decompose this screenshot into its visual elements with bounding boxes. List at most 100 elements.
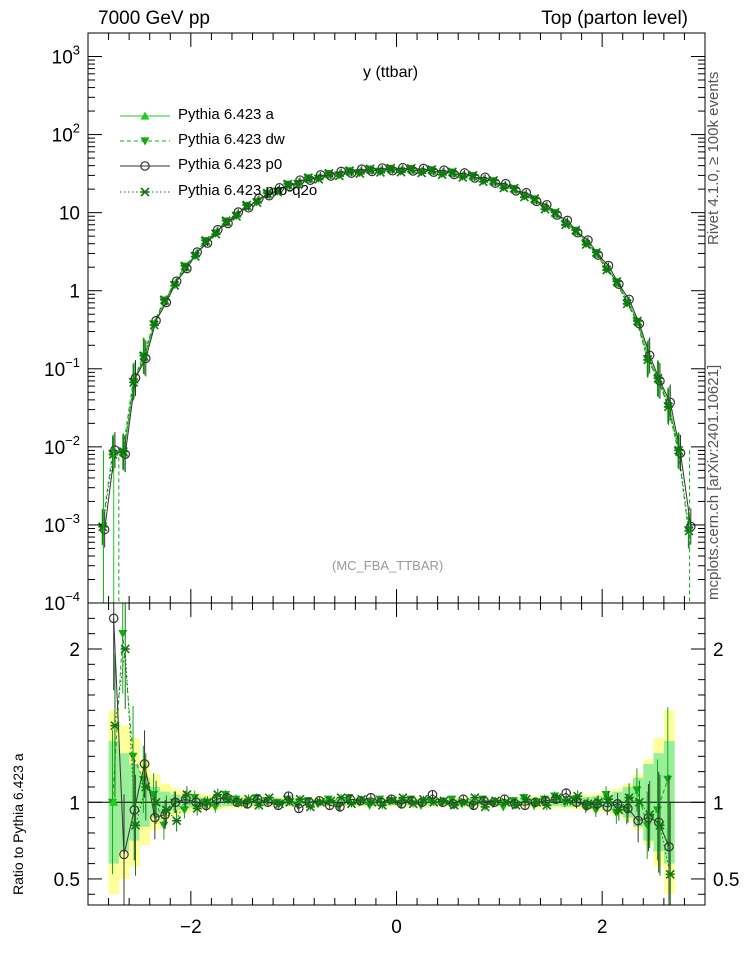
ratio-point — [489, 797, 499, 808]
ratio-point — [398, 793, 408, 803]
y-tick-label: 1 — [69, 282, 80, 303]
ratio-line-1 — [113, 618, 670, 855]
ratio-point — [573, 791, 583, 801]
ratio-point — [170, 797, 181, 808]
ratio-point — [314, 795, 325, 806]
data-point — [118, 446, 128, 457]
ratio-line-2 — [114, 648, 671, 875]
ratio-point — [408, 799, 418, 809]
ratio-point — [316, 797, 326, 807]
ratio-point — [470, 793, 480, 803]
ratio-point — [663, 775, 673, 784]
ratio-point — [593, 797, 603, 807]
data-point — [489, 175, 499, 186]
data-point — [674, 445, 684, 455]
series-line-0 — [113, 169, 680, 454]
data-point — [519, 192, 529, 202]
data-point — [437, 170, 447, 180]
ratio-point — [490, 796, 500, 806]
y-tick-exponent: 2 — [73, 121, 80, 136]
ratio-point — [139, 759, 150, 769]
ratio-point — [655, 820, 665, 830]
legend-entry-pro-q2o: Pythia 6.423 pro-q2o — [178, 182, 318, 199]
data-point — [159, 295, 170, 305]
ratio-point — [355, 795, 366, 806]
ratio-point — [295, 794, 305, 804]
ratio-point — [592, 799, 602, 809]
data-point — [571, 225, 581, 235]
ratio-y-tick-label-right: 2 — [713, 640, 724, 661]
data-point — [242, 200, 252, 210]
process-label: Top (parton level) — [541, 8, 688, 29]
data-point — [355, 169, 365, 179]
data-point — [170, 281, 180, 291]
data-point — [149, 320, 159, 330]
ratio-point — [614, 805, 624, 815]
ratio-point — [427, 789, 438, 800]
data-point — [550, 207, 560, 217]
ratio-point — [531, 797, 542, 807]
x-tick-label: 0 — [391, 917, 402, 938]
data-point — [643, 355, 653, 365]
data-point — [653, 373, 663, 383]
ratio-point — [357, 794, 367, 804]
data-point — [386, 163, 396, 173]
ratio-point — [192, 803, 202, 813]
data-point — [458, 172, 468, 182]
data-point — [602, 265, 612, 275]
data-point — [406, 163, 416, 173]
ratio-point — [129, 805, 140, 815]
ratio-point — [130, 820, 141, 830]
ratio-point — [634, 797, 644, 807]
ratio-point — [264, 793, 274, 803]
ratio-point — [120, 644, 130, 654]
ratio-point — [346, 799, 357, 809]
y-tick-label: 102 — [52, 121, 80, 147]
ratio-point — [521, 794, 531, 804]
ratio-series-1 — [108, 603, 674, 905]
ratio-ref-point — [109, 797, 119, 806]
ratio-y-tick-label-right: 1 — [713, 793, 724, 814]
data-point — [591, 247, 601, 257]
data-point — [334, 171, 344, 181]
ratio-point — [150, 812, 160, 823]
ratio-point — [581, 800, 592, 811]
ratio-series-0 — [107, 603, 673, 875]
ratio-point — [159, 821, 169, 830]
ratio-point — [151, 797, 161, 807]
ratio-point — [326, 796, 336, 806]
ratio-point — [561, 788, 571, 798]
ratio-point — [254, 800, 264, 810]
mcplots-source-label: mcplots.cern.ch [arXiv:2401.10621] — [705, 364, 722, 600]
ratio-point — [449, 800, 459, 810]
ratio-point — [335, 802, 345, 812]
ratio-point — [511, 800, 521, 810]
ratio-frame — [87, 602, 706, 906]
ratio-point — [233, 797, 243, 807]
series-0 — [109, 165, 684, 472]
y-tick-exponent: −4 — [65, 589, 80, 604]
data-point — [663, 402, 673, 412]
data-point — [509, 183, 519, 193]
ratio-point — [468, 800, 479, 811]
ratio-point — [202, 797, 213, 807]
ratio-panel-series — [88, 603, 705, 905]
data-point — [427, 164, 437, 175]
data-point — [129, 377, 139, 387]
ratio-point — [439, 796, 449, 806]
ratio-point — [367, 797, 377, 807]
data-point — [499, 183, 509, 193]
ratio-point — [336, 793, 346, 803]
legend-markers — [120, 111, 170, 197]
rivet-version-label: Rivet 4.1.0, ≥ 100k events — [705, 71, 722, 245]
ratio-point — [664, 841, 674, 852]
data-point — [108, 449, 118, 459]
ratio-point — [285, 797, 295, 807]
data-point — [417, 168, 427, 178]
ratio-point — [377, 800, 387, 810]
data-point — [324, 168, 334, 178]
data-point — [190, 251, 200, 262]
data-point — [211, 229, 221, 239]
ratio-point — [305, 802, 315, 812]
data-point — [375, 167, 386, 178]
